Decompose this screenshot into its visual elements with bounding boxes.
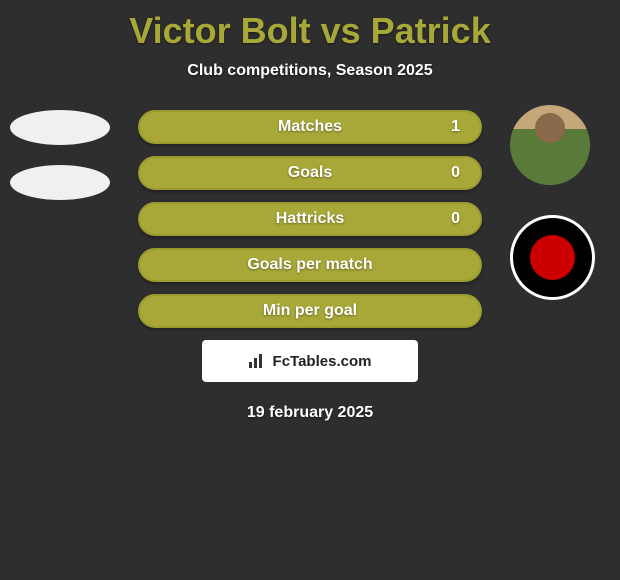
left-club-avatar <box>10 165 110 200</box>
right-player-column <box>510 105 595 300</box>
comparison-content: Matches 1 Goals 0 Hattricks 0 Goals per … <box>0 110 620 422</box>
brand-text: FcTables.com <box>273 353 372 370</box>
stat-row-goals-per-match: Goals per match <box>138 248 482 282</box>
stat-label: Matches <box>278 118 342 136</box>
stat-label: Hattricks <box>276 210 344 228</box>
stat-value-right: 1 <box>451 118 460 136</box>
comparison-title: Victor Bolt vs Patrick <box>0 0 620 52</box>
stat-row-hattricks: Hattricks 0 <box>138 202 482 236</box>
chart-icon <box>249 354 267 368</box>
left-player-column <box>10 110 110 220</box>
stat-label: Goals <box>288 164 332 182</box>
left-player-avatar <box>10 110 110 145</box>
stat-value-right: 0 <box>451 164 460 182</box>
stat-rows: Matches 1 Goals 0 Hattricks 0 Goals per … <box>138 110 482 328</box>
stat-label: Min per goal <box>263 302 357 320</box>
right-club-avatar <box>510 215 595 300</box>
brand-badge[interactable]: FcTables.com <box>202 340 418 382</box>
comparison-date: 19 february 2025 <box>0 404 620 422</box>
right-player-avatar <box>510 105 590 185</box>
comparison-subtitle: Club competitions, Season 2025 <box>0 62 620 80</box>
stat-label: Goals per match <box>247 256 372 274</box>
stat-value-right: 0 <box>451 210 460 228</box>
stat-row-min-per-goal: Min per goal <box>138 294 482 328</box>
stat-row-goals: Goals 0 <box>138 156 482 190</box>
stat-row-matches: Matches 1 <box>138 110 482 144</box>
